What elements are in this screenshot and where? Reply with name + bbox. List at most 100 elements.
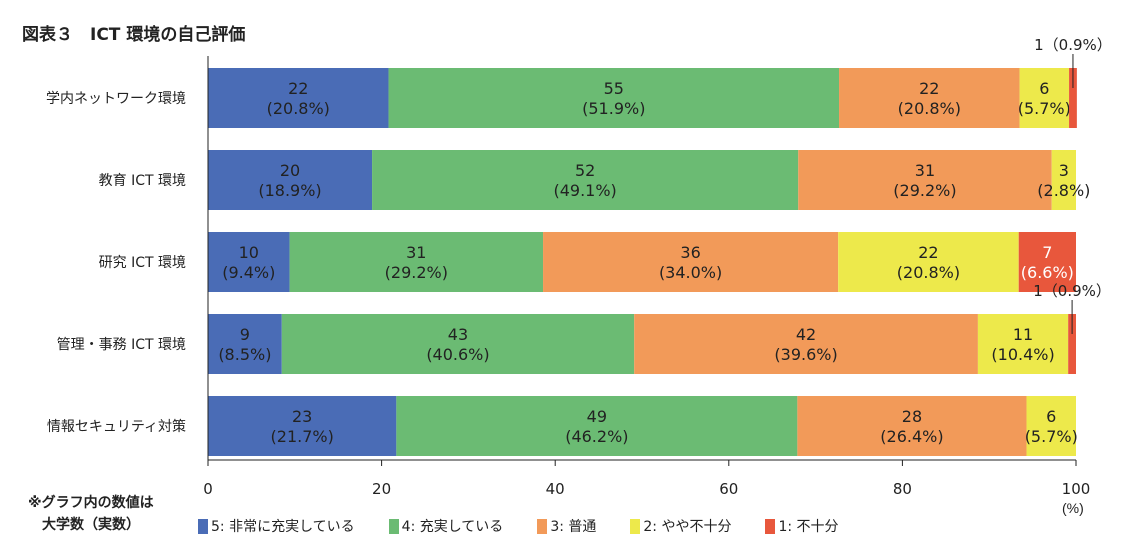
data-label-percent: (9.4%) [222, 263, 275, 282]
data-label-percent: (29.2%) [385, 263, 448, 282]
chart-title: 図表３ ICT 環境の自己評価 [22, 25, 246, 45]
bar-segment [1069, 68, 1077, 128]
legend: 5: 非常に充実している 4: 充実している 3: 普通 2: やや不十分 1: 不十分 [198, 516, 873, 536]
x-tick-label: 80 [893, 480, 912, 498]
data-label-count: 28 [902, 407, 922, 426]
data-label-count: 6 [1039, 79, 1049, 98]
data-label-count: 22 [919, 79, 939, 98]
data-label-count: 52 [575, 161, 595, 180]
category-label: 学内ネットワーク環境 [46, 91, 186, 107]
bar-segment [797, 396, 1027, 456]
data-label-percent: (8.5%) [218, 345, 271, 364]
data-label-count: 42 [796, 325, 816, 344]
data-label-percent: (34.0%) [659, 263, 722, 282]
bar-segment [1019, 68, 1070, 128]
note-line-2: 大学数（実数） [42, 517, 140, 533]
category-label: 教育 ICT 環境 [99, 173, 186, 189]
bar-segment [839, 68, 1020, 128]
data-label-count: 22 [288, 79, 308, 98]
data-label-percent: (5.7%) [1025, 427, 1078, 446]
data-label-percent: (49.1%) [553, 181, 616, 200]
legend-item: 5: 非常に充実している [198, 516, 355, 536]
legend-label: 2: やや不十分 [643, 519, 732, 535]
data-label-count: 3 [1059, 161, 1069, 180]
x-tick-label: 0 [203, 480, 213, 498]
data-label-percent: (20.8%) [267, 99, 330, 118]
data-label-percent: (29.2%) [893, 181, 956, 200]
bar-segment [543, 232, 839, 292]
data-label-percent: (20.8%) [898, 99, 961, 118]
x-axis-unit-label: (%) [1062, 500, 1084, 516]
legend-swatch [630, 518, 641, 534]
data-label-count: 9 [240, 325, 250, 344]
data-label-percent: (46.2%) [565, 427, 628, 446]
bar-segment [838, 232, 1019, 292]
data-label-count: 11 [1013, 325, 1033, 344]
data-label-percent: (5.7%) [1018, 99, 1071, 118]
legend-swatch [388, 518, 399, 534]
data-label: 1（0.9%） [1033, 282, 1111, 300]
legend-label: 3: 普通 [550, 519, 597, 535]
data-label-percent: (18.9%) [258, 181, 321, 200]
data-label-count: 55 [604, 79, 624, 98]
data-label-count: 7 [1042, 243, 1052, 262]
x-tick-label: 100 [1062, 480, 1091, 498]
bar-segment [281, 314, 635, 374]
bar-segment [1018, 232, 1076, 292]
category-label: 研究 ICT 環境 [99, 255, 186, 271]
bar-segment [1026, 396, 1076, 456]
legend-item: 1: 不十分 [765, 516, 839, 536]
category-label: 情報セキュリティ対策 [47, 418, 186, 435]
legend-swatch [198, 518, 208, 534]
data-label-count: 31 [915, 161, 935, 180]
bar-segment [388, 68, 840, 128]
data-label: 1（0.9%） [1034, 36, 1112, 54]
data-label-count: 36 [680, 243, 700, 262]
category-label: 管理・事務 ICT 環境 [57, 337, 186, 353]
data-label-count: 10 [239, 243, 259, 262]
bar-segment [289, 232, 544, 292]
bar-segment [396, 396, 798, 456]
x-tick-label: 60 [719, 480, 738, 498]
data-label-count: 43 [448, 325, 468, 344]
data-label-percent: (26.4%) [880, 427, 943, 446]
data-label-percent: (51.9%) [582, 99, 645, 118]
legend-label: 4: 充実している [401, 519, 504, 535]
data-label-percent: (20.8%) [897, 263, 960, 282]
data-label-percent: (21.7%) [271, 427, 334, 446]
data-label-percent: (2.8%) [1037, 181, 1090, 200]
data-label-count: 20 [280, 161, 300, 180]
bar-segment [1068, 314, 1076, 374]
bar-segment [208, 232, 290, 292]
legend-swatch [765, 518, 776, 534]
bar-segment [634, 314, 978, 374]
legend-label: 5: 非常に充実している [211, 519, 355, 535]
bar-segment [1051, 150, 1076, 210]
x-tick-label: 20 [372, 480, 391, 498]
data-label-percent: (10.4%) [991, 345, 1054, 364]
data-label-count: 22 [918, 243, 938, 262]
data-label-count: 23 [292, 407, 312, 426]
legend-label: 1: 不十分 [778, 519, 839, 535]
legend-item: 2: やや不十分 [630, 516, 731, 536]
bar-segment [977, 314, 1069, 374]
data-label-percent: (39.6%) [774, 345, 837, 364]
bar-segment [208, 150, 373, 210]
data-label-count: 6 [1046, 407, 1056, 426]
x-tick-label: 40 [546, 480, 565, 498]
bar-segment [208, 396, 397, 456]
note-line-1: ※グラフ内の数値は [28, 495, 154, 511]
data-label-percent: (40.6%) [426, 345, 489, 364]
legend-swatch [537, 518, 548, 534]
bar-segment [208, 68, 389, 128]
data-label-percent: (6.6%) [1021, 263, 1074, 282]
data-label-count: 49 [587, 407, 607, 426]
chart-note: ※グラフ内の数値は 大学数（実数） [28, 492, 154, 536]
data-label-count: 31 [406, 243, 426, 262]
legend-item: 3: 普通 [537, 516, 596, 536]
bar-segment [372, 150, 799, 210]
bar-segment [798, 150, 1052, 210]
legend-item: 4: 充実している [388, 516, 504, 536]
